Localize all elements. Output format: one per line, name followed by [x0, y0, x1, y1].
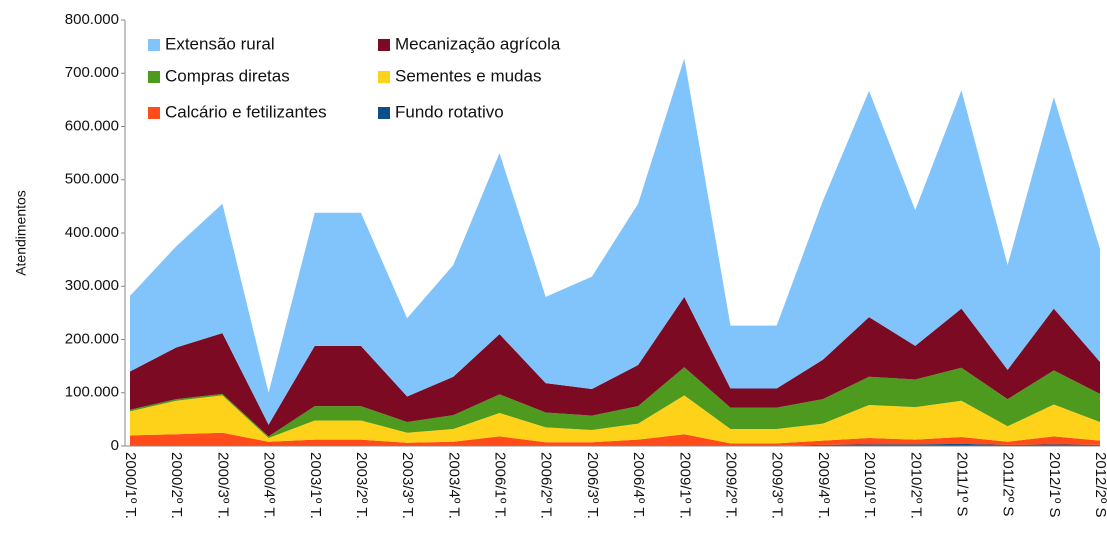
x-tick-label: 2011/1º S: [953, 452, 970, 516]
x-tick-label: 2000/2º T.: [168, 452, 185, 519]
x-tick-label: 2006/4º T.: [630, 452, 647, 519]
y-tick-label: 700.000: [65, 64, 119, 81]
area: [130, 58, 1100, 425]
legend-label: Mecanização agrícola: [395, 34, 561, 53]
legend-swatch: [378, 39, 390, 51]
legend-swatch: [378, 71, 390, 83]
y-tick-label: 600.000: [65, 117, 119, 134]
y-tick-label: 200.000: [65, 330, 119, 347]
legend-swatch: [148, 107, 160, 119]
x-tick-label: 2000/4º T.: [261, 452, 278, 519]
x-tick-label: 2010/2º T.: [907, 452, 924, 519]
x-tick-label: 2011/2º S: [1000, 452, 1017, 516]
y-axis-label: Atendimentos: [13, 190, 29, 276]
x-tick-label: 2009/1º T.: [676, 452, 693, 519]
y-tick-label: 400.000: [65, 224, 119, 241]
y-tick-label: 100.000: [65, 384, 119, 401]
legend-swatch: [148, 39, 160, 51]
area: [130, 395, 1100, 444]
legend-label: Sementes e mudas: [395, 66, 541, 85]
x-tick-label: 2009/4º T.: [815, 452, 832, 519]
legend-swatch: [378, 107, 390, 119]
area: [130, 367, 1100, 439]
x-tick-label: 2006/1º T.: [492, 452, 509, 519]
x-tick-label: 2003/2º T.: [353, 452, 370, 519]
x-tick-label: 2006/3º T.: [584, 452, 601, 519]
legend-label: Extensão rural: [165, 34, 275, 53]
y-tick-label: 500.000: [65, 171, 119, 188]
x-tick-label: 2003/4º T.: [445, 452, 462, 519]
x-tick-label: 2000/1º T.: [122, 452, 139, 519]
x-tick-label: 2009/2º T.: [723, 452, 740, 519]
y-tick-label: 800.000: [65, 11, 119, 28]
x-tick-label: 2010/1º T.: [861, 452, 878, 519]
x-tick-label: 2009/3º T.: [769, 452, 786, 519]
area: [130, 432, 1100, 446]
y-tick-label: 300.000: [65, 277, 119, 294]
x-tick-label: 2012/1º S: [1046, 452, 1063, 518]
x-tick-label: 2003/1º T.: [307, 452, 324, 519]
area: [130, 296, 1100, 437]
x-tick-label: 2012/2º S: [1092, 452, 1107, 518]
y-tick-label: 0: [111, 437, 119, 454]
x-tick-label: 2000/3º T.: [214, 452, 231, 519]
legend-label: Fundo rotativo: [395, 102, 504, 121]
x-tick-label: 2006/2º T.: [538, 452, 555, 519]
legend-label: Compras diretas: [165, 66, 290, 85]
legend-label: Calcário e fetilizantes: [165, 102, 327, 121]
legend-swatch: [148, 71, 160, 83]
x-tick-label: 2003/3º T.: [399, 452, 416, 519]
